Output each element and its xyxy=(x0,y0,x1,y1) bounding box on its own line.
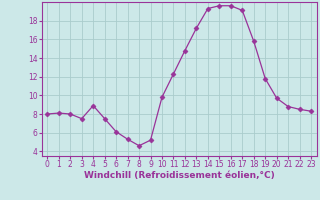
X-axis label: Windchill (Refroidissement éolien,°C): Windchill (Refroidissement éolien,°C) xyxy=(84,171,275,180)
